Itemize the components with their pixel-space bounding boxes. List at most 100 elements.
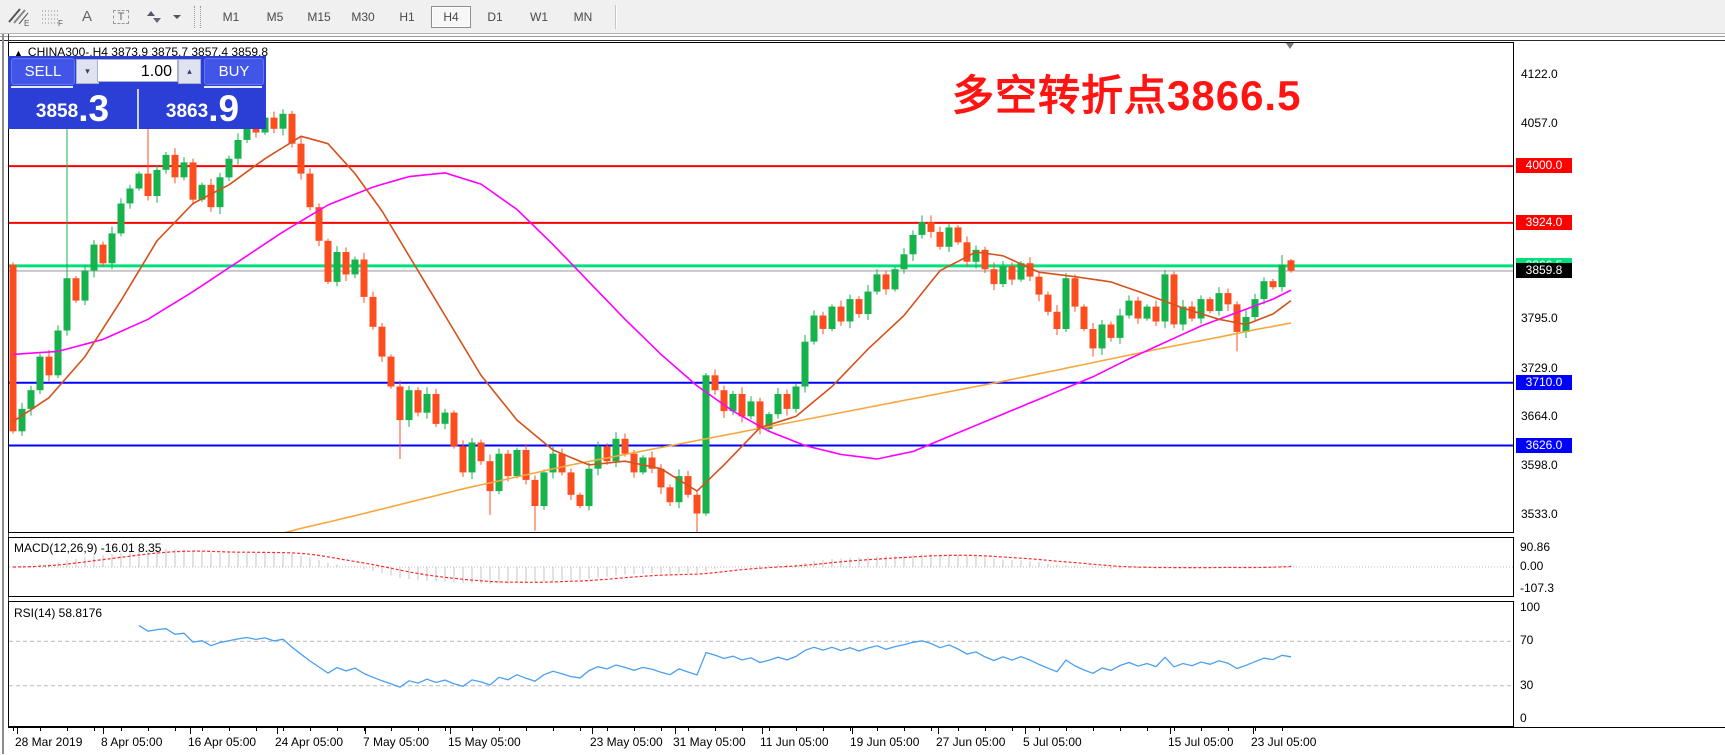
minor-tick: [796, 728, 797, 731]
macd-tick: -107.3: [1520, 581, 1555, 595]
timeframe-button-m5[interactable]: M5: [266, 9, 284, 24]
date-label: 24 Apr 05:00: [275, 735, 344, 749]
annotation-text: 多空转折点3866.5: [952, 72, 1302, 119]
minor-tick: [94, 728, 95, 731]
minor-tick: [202, 728, 203, 731]
rsi-tick: 0: [1520, 711, 1527, 725]
sell-price[interactable]: 3858.3: [8, 89, 137, 129]
toolbar: E F A T M1 M5 M15 M30 H1 H4 D1 W1 MN: [0, 0, 1725, 34]
minor-tick: [1174, 728, 1175, 731]
minor-tick: [1282, 728, 1283, 731]
date-label: 5 Jul 05:00: [1023, 735, 1082, 749]
major-tick: [277, 728, 278, 734]
timeframe-button-d1[interactable]: D1: [487, 9, 503, 24]
timeframe-button-h1[interactable]: H1: [399, 9, 415, 24]
trade-panel: SELL ▾ 1.00 ▴ BUY 3858.3 3863.9: [8, 56, 266, 129]
minor-tick: [580, 728, 581, 731]
timeframe-button-mn[interactable]: MN: [573, 9, 593, 24]
minor-tick: [364, 728, 365, 731]
timeframe-button-m15[interactable]: M15: [307, 9, 331, 24]
sell-button[interactable]: SELL: [11, 58, 75, 85]
date-label: 28 Mar 2019: [15, 735, 83, 749]
buy-price[interactable]: 3863.9: [139, 89, 266, 129]
major-tick: [592, 728, 593, 734]
icon-letter-f: F: [58, 19, 63, 27]
minor-tick: [1039, 728, 1040, 731]
minor-tick: [175, 728, 176, 731]
major-tick: [852, 728, 853, 734]
date-label: 15 Jul 05:00: [1168, 735, 1234, 749]
price-tick: 3664.0: [1521, 409, 1558, 423]
date-label: 11 Jun 05:00: [760, 735, 829, 749]
icon-letter-e: E: [24, 19, 29, 27]
minor-tick: [553, 728, 554, 731]
minor-tick: [742, 728, 743, 731]
major-tick: [190, 728, 191, 734]
grid-f-icon[interactable]: F: [38, 5, 68, 29]
buy-price-main: 3863: [165, 101, 209, 122]
buy-underline: [204, 86, 262, 88]
sell-price-decimal: .3: [78, 88, 110, 129]
minor-tick: [526, 728, 527, 731]
major-tick: [365, 728, 366, 734]
major-tick: [103, 728, 104, 734]
volume-increase-button[interactable]: ▴: [178, 59, 201, 84]
minor-tick: [904, 728, 905, 731]
price-tick: 3598.0: [1521, 458, 1558, 472]
minor-tick: [256, 728, 257, 731]
date-label: 7 May 05:00: [363, 735, 430, 749]
date-label: 15 May 05:00: [448, 735, 521, 749]
collapse-arrow-icon[interactable]: ▲: [14, 48, 23, 58]
volume-decrease-button[interactable]: ▾: [76, 59, 99, 84]
minor-tick: [688, 728, 689, 731]
minor-tick: [715, 728, 716, 731]
text-box-icon[interactable]: T: [106, 5, 136, 29]
dropdown-caret-icon[interactable]: [170, 5, 184, 29]
timeframe-button-h4[interactable]: H4: [431, 5, 471, 28]
minor-tick: [1093, 728, 1094, 731]
rsi-tick: 30: [1520, 678, 1534, 692]
price-level-label: 4000.0: [1516, 158, 1572, 173]
minor-tick: [661, 728, 662, 731]
minor-tick: [769, 728, 770, 731]
sell-underline: [11, 86, 73, 88]
minor-tick: [877, 728, 878, 731]
timeframe-button-w1[interactable]: W1: [530, 9, 548, 24]
toolbar-grip[interactable]: [194, 5, 201, 28]
date-label: 19 Jun 05:00: [850, 735, 920, 749]
price-divider: [137, 89, 139, 129]
sort-arrows-icon[interactable]: [140, 5, 170, 29]
minor-tick: [958, 728, 959, 731]
timeframe-button-m1[interactable]: M1: [222, 9, 240, 24]
letter-a-icon[interactable]: A: [81, 8, 92, 25]
minor-tick: [634, 728, 635, 731]
chart-shift-marker-icon: [1286, 43, 1294, 49]
minor-tick: [337, 728, 338, 731]
minor-tick: [1147, 728, 1148, 731]
rsi-panel[interactable]: [8, 601, 1514, 727]
main-chart[interactable]: [8, 42, 1514, 533]
timeframe-button-m30[interactable]: M30: [351, 9, 375, 24]
pencil-hatch-e-icon[interactable]: E: [4, 5, 34, 29]
major-tick: [17, 728, 18, 734]
minor-tick: [1201, 728, 1202, 731]
volume-input[interactable]: 1.00: [97, 59, 178, 82]
sell-price-main: 3858: [35, 101, 79, 122]
major-tick: [450, 728, 451, 734]
price-level-label: 3710.0: [1516, 375, 1572, 390]
price-tick: 3533.0: [1521, 507, 1558, 521]
date-label: 31 May 05:00: [673, 735, 746, 749]
buy-button[interactable]: BUY: [204, 58, 264, 85]
minor-tick: [67, 728, 68, 731]
macd-panel[interactable]: [8, 537, 1514, 597]
minor-tick: [310, 728, 311, 731]
minor-tick: [229, 728, 230, 731]
macd-label: MACD(12,26,9) -16.01 8.35: [14, 541, 162, 555]
minor-tick: [1255, 728, 1256, 731]
window-top-border: [0, 36, 1725, 41]
minor-tick: [445, 728, 446, 731]
rsi-tick: 100: [1520, 600, 1541, 614]
time-axis[interactable]: 28 Mar 2019 8 Apr 05:00 16 Apr 05:00 24 Apr…: [8, 727, 1725, 755]
minor-tick: [148, 728, 149, 731]
minor-tick: [1120, 728, 1121, 731]
